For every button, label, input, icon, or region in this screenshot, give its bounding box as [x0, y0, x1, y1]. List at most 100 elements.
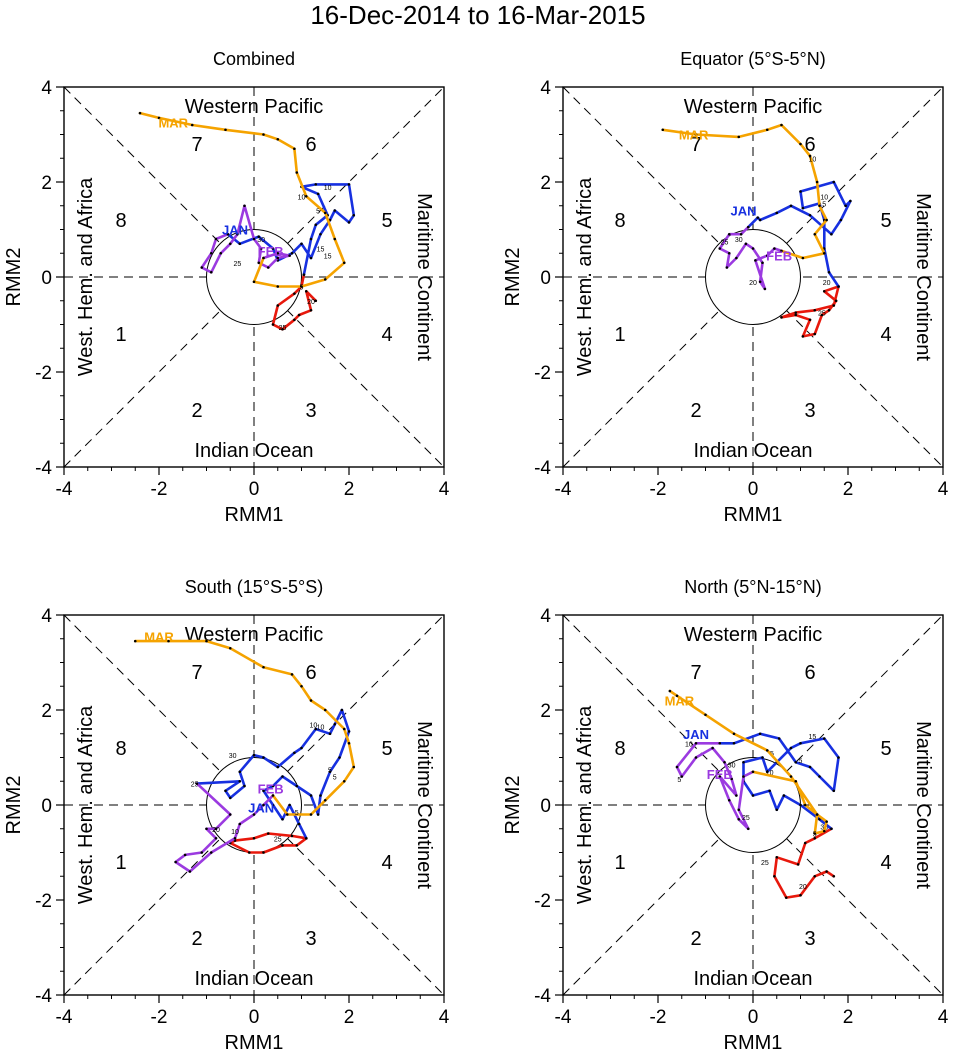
- day-point: [333, 237, 337, 241]
- day-point: [837, 756, 840, 759]
- x-tick-label: 2: [843, 1007, 854, 1028]
- day-label: 25: [721, 239, 729, 246]
- month-label-jan: JAN: [248, 800, 274, 815]
- chart-panel-3: South (15°S-5°S) -4 -2 0 2 4 -4 -2 0 2 4 RMM1 RMM2 We…: [3, 577, 450, 1054]
- day-point: [832, 874, 836, 878]
- x-tick-label: -2: [650, 479, 667, 500]
- x-tick-label: 4: [439, 1007, 450, 1028]
- day-point: [309, 237, 313, 241]
- day-point: [243, 204, 246, 208]
- phase-label-8: 8: [115, 210, 126, 232]
- day-point: [309, 813, 313, 816]
- month-label-mar: MAR: [665, 694, 695, 709]
- day-point: [281, 844, 284, 847]
- day-point: [271, 803, 275, 807]
- day-point: [309, 794, 313, 797]
- phase-label-7: 7: [690, 662, 701, 684]
- region-label-left: West. Hem. and Africa: [75, 705, 97, 904]
- day-point: [262, 803, 265, 807]
- day-point: [205, 827, 208, 831]
- unit-circle: [206, 229, 302, 325]
- month-label-jan: JAN: [222, 223, 248, 238]
- phase-label-6: 6: [305, 134, 316, 156]
- month-label-mar: MAR: [158, 116, 188, 131]
- phase-label-8: 8: [614, 210, 625, 232]
- day-point: [290, 834, 294, 838]
- day-point: [281, 327, 284, 331]
- region-label-right: Maritime Continent: [413, 721, 435, 889]
- day-point: [815, 180, 819, 184]
- day-point: [818, 775, 821, 778]
- y-axis-label: RMM2: [3, 248, 25, 307]
- day-point: [801, 335, 805, 338]
- day-point: [808, 765, 812, 769]
- x-tick-label: 2: [344, 1007, 355, 1028]
- day-point: [737, 817, 741, 821]
- day-point: [799, 803, 802, 807]
- day-point: [799, 142, 802, 146]
- day-point: [304, 289, 308, 293]
- day-point: [290, 251, 294, 255]
- day-point: [266, 266, 270, 269]
- day-point: [290, 673, 294, 676]
- panel-title: South (15°S-5°S): [185, 577, 323, 597]
- day-point: [338, 756, 341, 759]
- day-point: [276, 765, 280, 769]
- day-label: 20: [749, 280, 757, 287]
- day-point: [276, 304, 280, 307]
- day-point: [813, 874, 817, 878]
- day-label: 10: [317, 725, 325, 732]
- day-point: [834, 299, 838, 303]
- day-point: [342, 779, 346, 783]
- x-tick-label: -2: [151, 479, 168, 500]
- day-point: [822, 251, 826, 255]
- day-point: [219, 251, 223, 255]
- phase-label-5: 5: [381, 210, 392, 232]
- day-label: 20: [307, 299, 315, 306]
- y-tick-label: -4: [35, 986, 52, 1007]
- day-point: [302, 273, 306, 276]
- y-tick-label: 0: [540, 796, 551, 817]
- day-point: [347, 221, 351, 224]
- day-point: [789, 746, 793, 750]
- x-axis-label: RMM1: [225, 504, 284, 526]
- day-point: [288, 803, 291, 807]
- day-point: [293, 292, 296, 295]
- day-point: [319, 232, 322, 236]
- phase-label-3: 3: [305, 400, 316, 422]
- y-axis-label: RMM2: [502, 776, 524, 835]
- day-point: [276, 137, 280, 141]
- day-point: [773, 874, 776, 878]
- phase-label-2: 2: [690, 400, 701, 422]
- x-axis-label: RMM1: [724, 1032, 783, 1054]
- day-label: 10: [309, 722, 317, 729]
- day-label: 10: [820, 194, 828, 201]
- day-point: [761, 756, 764, 759]
- day-point: [304, 836, 308, 840]
- day-point: [661, 128, 665, 132]
- y-tick-label: -2: [534, 363, 551, 384]
- trajectory-jan: [195, 708, 351, 840]
- phase-label-2: 2: [191, 400, 202, 422]
- day-point: [737, 135, 741, 139]
- day-point: [718, 247, 722, 250]
- day-point: [323, 278, 327, 281]
- day-point: [789, 204, 793, 208]
- x-tick-label: 4: [439, 479, 450, 500]
- day-point: [226, 232, 230, 236]
- day-point: [808, 213, 812, 217]
- phase-label-4: 4: [381, 852, 392, 874]
- day-point: [238, 822, 242, 826]
- day-label: 10: [685, 741, 693, 748]
- day-point: [323, 798, 327, 802]
- day-point: [739, 232, 743, 236]
- day-point: [252, 813, 256, 816]
- day-point: [209, 270, 213, 274]
- day-point: [328, 732, 332, 736]
- day-point: [309, 699, 313, 702]
- region-label-left: West. Hem. and Africa: [75, 177, 97, 376]
- day-point: [675, 765, 679, 769]
- y-tick-label: 0: [540, 268, 551, 289]
- day-point: [825, 820, 828, 823]
- day-point: [780, 316, 783, 319]
